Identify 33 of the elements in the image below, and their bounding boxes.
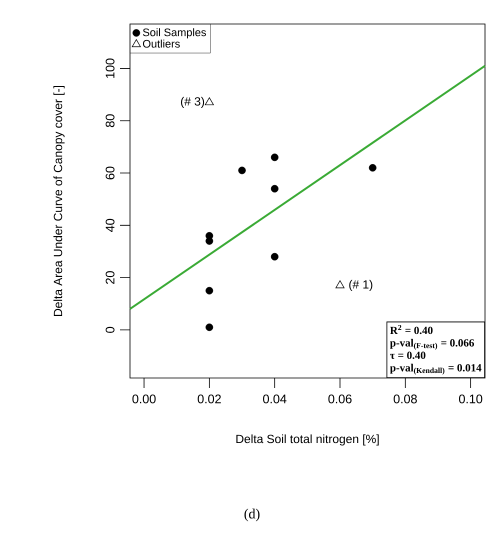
point bbox=[368, 164, 376, 172]
y-tick-label: 100 bbox=[106, 58, 114, 78]
x-tick-label: 0.06 bbox=[328, 394, 352, 404]
legend-label: Outliers bbox=[142, 40, 180, 48]
point bbox=[270, 252, 278, 260]
point bbox=[238, 166, 246, 174]
annotation: τ = 0.40 bbox=[390, 352, 426, 360]
y-tick-label: 60 bbox=[106, 166, 114, 180]
y-tick-label: 40 bbox=[106, 218, 114, 232]
x-tick-label: 0.02 bbox=[198, 394, 221, 404]
annotation: (# 3) bbox=[181, 96, 204, 108]
annotation: p-val$_{(F-test)}$ = 0.066 bbox=[390, 338, 474, 350]
x-tick-label: 0.10 bbox=[459, 394, 482, 404]
point bbox=[204, 97, 214, 106]
x-tick-label: 0.00 bbox=[132, 394, 156, 404]
legend-label: Soil Samples bbox=[142, 28, 206, 38]
point bbox=[206, 324, 214, 332]
annotation: (# 1) bbox=[349, 280, 372, 292]
x-tick-label: 0.04 bbox=[263, 394, 286, 404]
point bbox=[206, 237, 214, 245]
annotation: p-val$_{(Kendall)}$ = 0.014 bbox=[390, 364, 482, 375]
x-tick-label: 0.08 bbox=[394, 394, 417, 404]
point bbox=[270, 184, 278, 193]
text: (d) bbox=[244, 508, 260, 522]
point bbox=[336, 280, 344, 288]
point bbox=[270, 154, 278, 162]
y-tick-label: 0 bbox=[106, 326, 114, 333]
annotation: R$^{2}$ = 0.40 bbox=[390, 324, 433, 334]
y-axis-title: Delta Area Under Curve of Canopy cover [-] bbox=[53, 86, 65, 316]
point bbox=[206, 286, 214, 294]
y-tick-label: 80 bbox=[106, 114, 114, 128]
y-tick-label: 20 bbox=[106, 271, 114, 284]
x-axis-title: Delta Soil total nitrogen [%] bbox=[236, 434, 379, 446]
